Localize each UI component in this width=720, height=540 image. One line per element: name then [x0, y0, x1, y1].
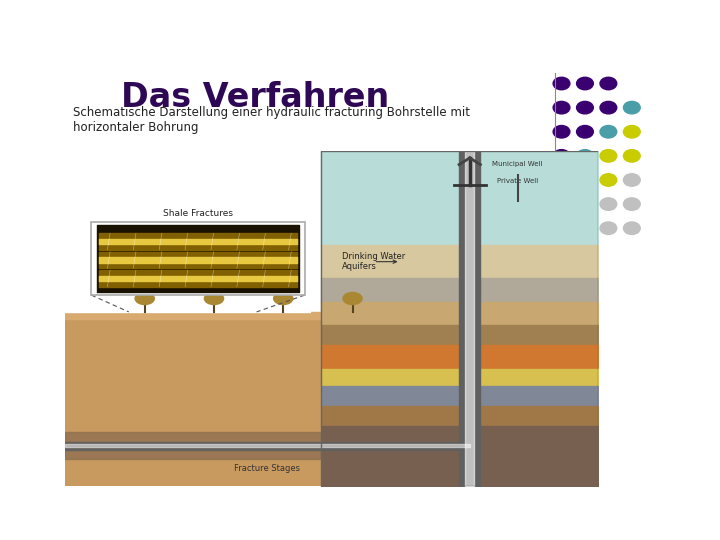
- Circle shape: [577, 246, 593, 259]
- Circle shape: [343, 293, 362, 305]
- Circle shape: [624, 102, 640, 114]
- Circle shape: [553, 174, 570, 186]
- Circle shape: [577, 77, 593, 90]
- Circle shape: [624, 174, 640, 186]
- Circle shape: [577, 125, 593, 138]
- Text: Fracture Stages: Fracture Stages: [234, 464, 300, 472]
- Circle shape: [553, 77, 570, 90]
- Bar: [91, 221, 305, 295]
- Circle shape: [624, 150, 640, 162]
- Circle shape: [553, 150, 570, 162]
- Circle shape: [553, 198, 570, 211]
- Circle shape: [577, 198, 593, 211]
- Text: Private Well: Private Well: [497, 178, 539, 184]
- Bar: [320, 151, 598, 486]
- Circle shape: [577, 174, 593, 186]
- Circle shape: [204, 293, 224, 305]
- Text: Das Verfahren  des hydraulic fracturing: Das Verfahren des hydraulic fracturing: [56, 505, 491, 524]
- Circle shape: [600, 125, 617, 138]
- Circle shape: [577, 222, 593, 234]
- Text: Schematische Darstellung einer hydraulic fracturing Bohrstelle mit
horizontaler : Schematische Darstellung einer hydraulic…: [73, 106, 469, 134]
- Circle shape: [624, 222, 640, 234]
- Circle shape: [600, 150, 617, 162]
- Text: Municipal Well: Municipal Well: [492, 161, 543, 167]
- Text: Das Verfahren: Das Verfahren: [121, 82, 389, 114]
- Text: Shale Fractures: Shale Fractures: [163, 209, 233, 218]
- Circle shape: [600, 222, 617, 234]
- Circle shape: [553, 102, 570, 114]
- Circle shape: [600, 174, 617, 186]
- Circle shape: [577, 150, 593, 162]
- Circle shape: [553, 246, 570, 259]
- Circle shape: [600, 77, 617, 90]
- Polygon shape: [65, 312, 320, 486]
- Circle shape: [624, 198, 640, 211]
- Circle shape: [553, 222, 570, 234]
- Circle shape: [553, 125, 570, 138]
- Circle shape: [135, 293, 154, 305]
- Text: Drinking Water
Aquifers: Drinking Water Aquifers: [342, 252, 405, 272]
- Circle shape: [274, 293, 293, 305]
- Circle shape: [577, 102, 593, 114]
- Circle shape: [624, 125, 640, 138]
- Circle shape: [600, 102, 617, 114]
- Circle shape: [600, 198, 617, 211]
